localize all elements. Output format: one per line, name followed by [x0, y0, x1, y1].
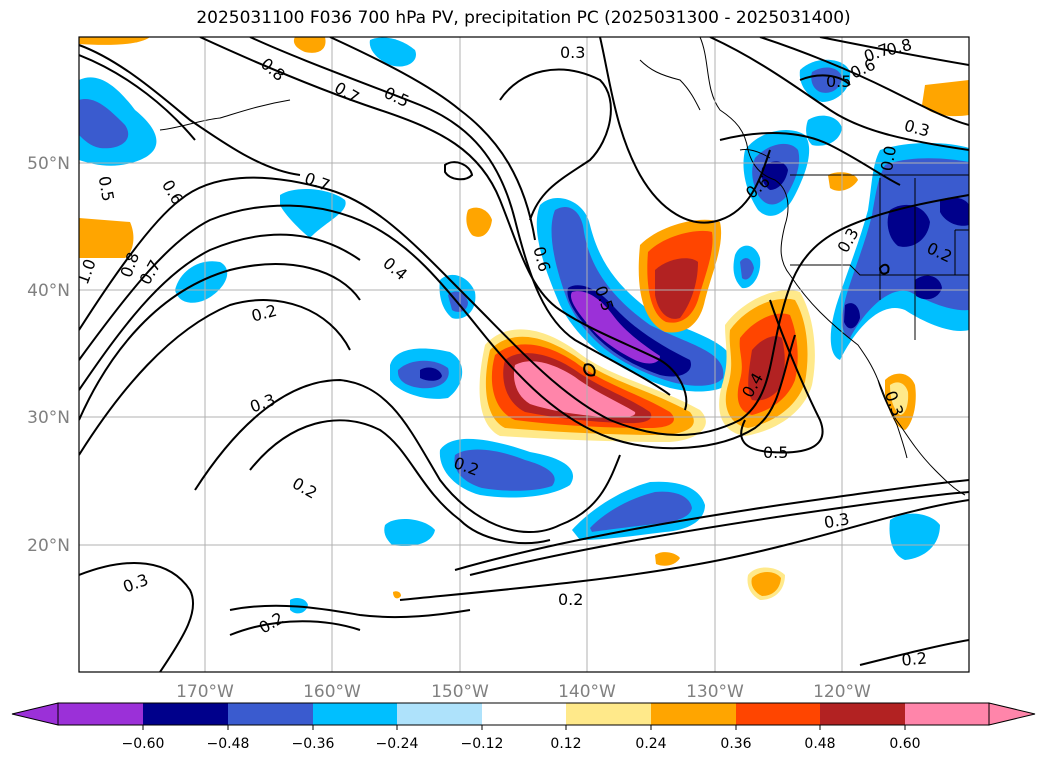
contour-label: 0.2 [558, 590, 583, 609]
colorbar-tick-label: −0.48 [207, 736, 250, 752]
contour-label: 0.5 [826, 72, 851, 91]
colorbar-tick-label: 0.12 [550, 736, 581, 752]
contour-label: 0.3 [823, 509, 851, 532]
contour-label: 0.3 [560, 43, 585, 62]
precipitation-shading [79, 37, 969, 614]
colorbar-extend-high [988, 702, 1036, 726]
lon-label: 160°W [303, 682, 361, 702]
latitude-labels: 50°N 40°N 30°N 20°N [27, 154, 70, 556]
colorbar-segment [228, 703, 313, 725]
contour-label: 0.5 [763, 443, 788, 462]
lat-label: 40°N [27, 281, 70, 301]
contour-label: 0.8 [884, 35, 914, 60]
colorbar-tick-label: −0.36 [292, 736, 335, 752]
lon-label: 120°W [813, 682, 871, 702]
colorbar-segment [58, 703, 143, 725]
colorbar-tick-label: 0.24 [635, 736, 666, 752]
lat-label: 50°N [27, 154, 70, 174]
colorbar-tick-label: 0.60 [889, 736, 920, 752]
colorbar-frame [57, 702, 990, 726]
lat-label: 30°N [27, 408, 70, 428]
colorbar: −0.60 −0.48 −0.36 −0.24 −0.12 0.12 0.24 … [11, 702, 1036, 752]
longitude-labels: 170°W 160°W 150°W 140°W 130°W 120°W [176, 682, 871, 702]
colorbar-tick-label: −0.60 [122, 736, 165, 752]
map-area: 0.8 0.7 0.5 0.3 0.6 0.7 0.8 0.5 0.3 0.0 … [79, 35, 969, 672]
contour-label: 0.2 [901, 649, 928, 670]
colorbar-segment [736, 703, 820, 725]
contour-label: 0.0 [877, 144, 900, 172]
colorbar-segment [566, 703, 651, 725]
colorbar-segment [905, 703, 989, 725]
lon-label: 170°W [176, 682, 234, 702]
colorbar-tick-label: −0.24 [376, 736, 419, 752]
map-frame [78, 36, 970, 673]
colorbar-tick-label: 0.36 [720, 736, 751, 752]
lon-label: 150°W [431, 682, 489, 702]
colorbar-tick-label: 0.48 [804, 736, 835, 752]
lat-label: 20°N [27, 536, 70, 556]
colorbar-extend-low [11, 702, 59, 726]
colorbar-segment [143, 703, 228, 725]
colorbar-segment [820, 703, 905, 725]
graticule [79, 37, 969, 672]
lon-label: 130°W [686, 682, 744, 702]
pv-contours [79, 37, 969, 672]
lon-label: 140°W [558, 682, 616, 702]
colorbar-segment [313, 703, 397, 725]
figure-title: 2025031100 F036 700 hPa PV, precipitatio… [196, 8, 851, 28]
colorbar-segment [397, 703, 482, 725]
colorbar-segment [651, 703, 736, 725]
contour-label: 0.5 [95, 175, 118, 203]
colorbar-tick-label: −0.12 [461, 736, 504, 752]
colorbar-segment [482, 703, 566, 725]
